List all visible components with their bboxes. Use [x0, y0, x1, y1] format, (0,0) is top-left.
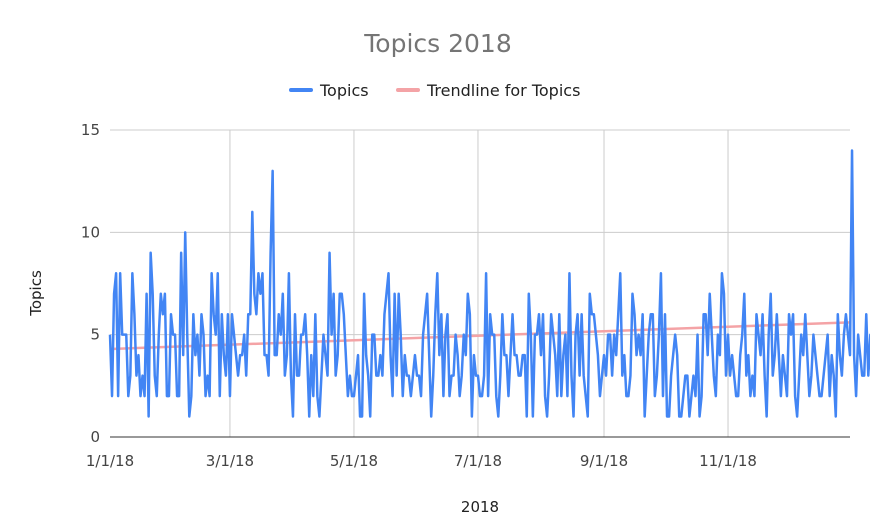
x-tick-label: 5/1/18	[330, 452, 378, 470]
chart-title: Topics 2018	[363, 29, 511, 58]
y-tick-label: 10	[81, 223, 100, 241]
legend: Topics Trendline for Topics	[289, 81, 580, 100]
y-axis-title: Topics	[27, 270, 45, 317]
series	[108, 149, 870, 418]
x-tick-label: 1/1/18	[86, 452, 134, 470]
x-tick-label: 9/1/18	[580, 452, 628, 470]
legend-trendline-label: Trendline for Topics	[426, 81, 580, 100]
x-tick-label: 3/1/18	[206, 452, 254, 470]
x-tick-label: 11/1/18	[699, 452, 757, 470]
axes: 0 5 10 15 1/1/18 3/1/18 5/1/18 7/1/18 9/1/18 11/1…	[81, 121, 850, 470]
x-axis-title: 2018	[461, 498, 499, 516]
trendline-topics	[109, 321, 851, 351]
series-line-topics	[108, 149, 870, 418]
y-tick-label: 5	[90, 326, 100, 344]
y-tick-label: 0	[90, 428, 100, 446]
legend-topics-label: Topics	[319, 81, 369, 100]
x-tick-label: 7/1/18	[454, 452, 502, 470]
y-tick-label: 15	[81, 121, 100, 139]
